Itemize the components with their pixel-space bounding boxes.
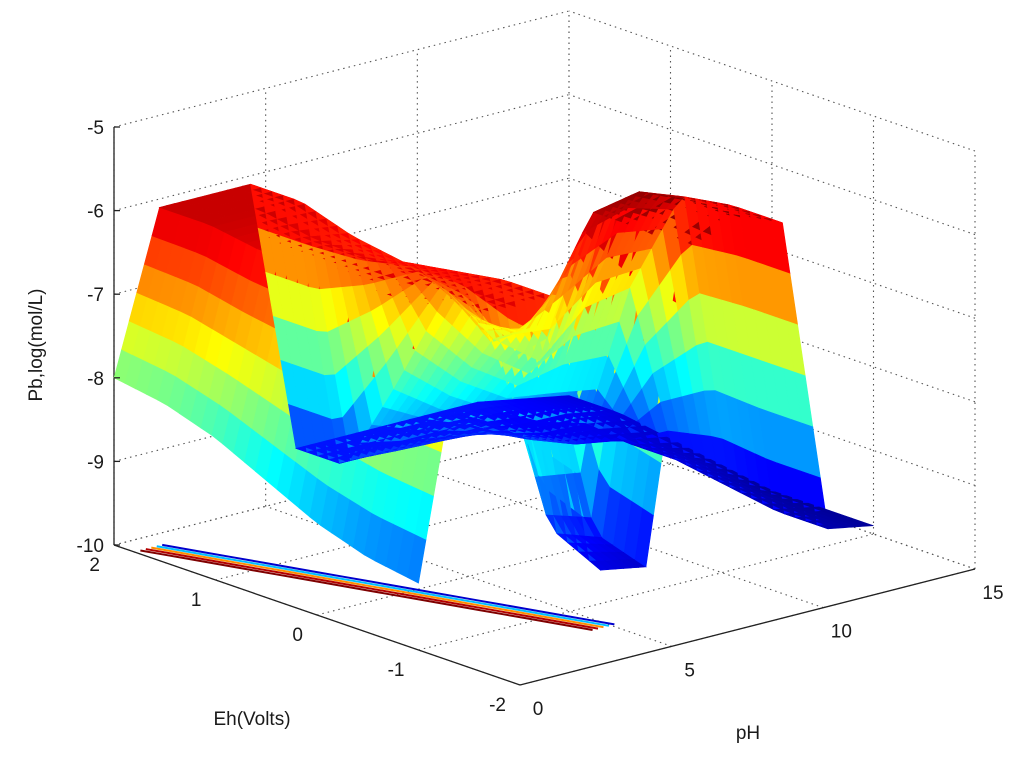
axes-lines: [113, 127, 976, 686]
y-ticks: -2 -1 0 1 2: [89, 555, 506, 716]
x-axis-label: pH: [736, 723, 760, 744]
y-tick-label: 2: [89, 555, 100, 576]
x-tick-label: 15: [982, 583, 1003, 604]
z-ticks: -10 -9 -8 -7 -6 -5: [77, 118, 120, 557]
grid-line: [418, 533, 874, 651]
y-tick-label: 0: [292, 625, 303, 646]
y-axis-line: [113, 544, 521, 686]
surface-patch: [854, 521, 874, 527]
grid-line: [113, 428, 570, 546]
z-tick-label: -6: [87, 202, 104, 223]
y-tick-label: -1: [388, 660, 405, 681]
grid-line: [113, 94, 570, 212]
contour-line: [145, 548, 599, 630]
x-tick-label: 5: [684, 660, 695, 681]
contour-line: [151, 546, 604, 629]
x-axis-line: [519, 568, 976, 686]
z-tick-label: -9: [87, 452, 104, 473]
grid-line: [568, 94, 976, 236]
z-tick-label: -10: [77, 536, 104, 557]
surface-mesh: [113, 183, 874, 584]
contour-line: [162, 543, 615, 626]
z-tick-label: -7: [87, 285, 104, 306]
grid-line: [113, 10, 570, 128]
contour-line: [140, 549, 593, 631]
z-tick-label: -5: [87, 118, 104, 139]
z-axis-label: Pb,log(mol/L): [26, 289, 47, 402]
x-tick-label: 10: [831, 622, 852, 643]
y-tick-label: -2: [489, 695, 506, 716]
contour-line: [156, 545, 610, 627]
floor-contours: [140, 543, 615, 631]
y-tick-label: 1: [191, 590, 202, 611]
y-axis-label: Eh(Volts): [213, 709, 290, 730]
z-tick-label: -8: [87, 369, 104, 390]
x-tick-label: 0: [533, 699, 544, 720]
grid-line: [568, 10, 976, 152]
x-ticks: 0 5 10 15: [533, 583, 1004, 720]
